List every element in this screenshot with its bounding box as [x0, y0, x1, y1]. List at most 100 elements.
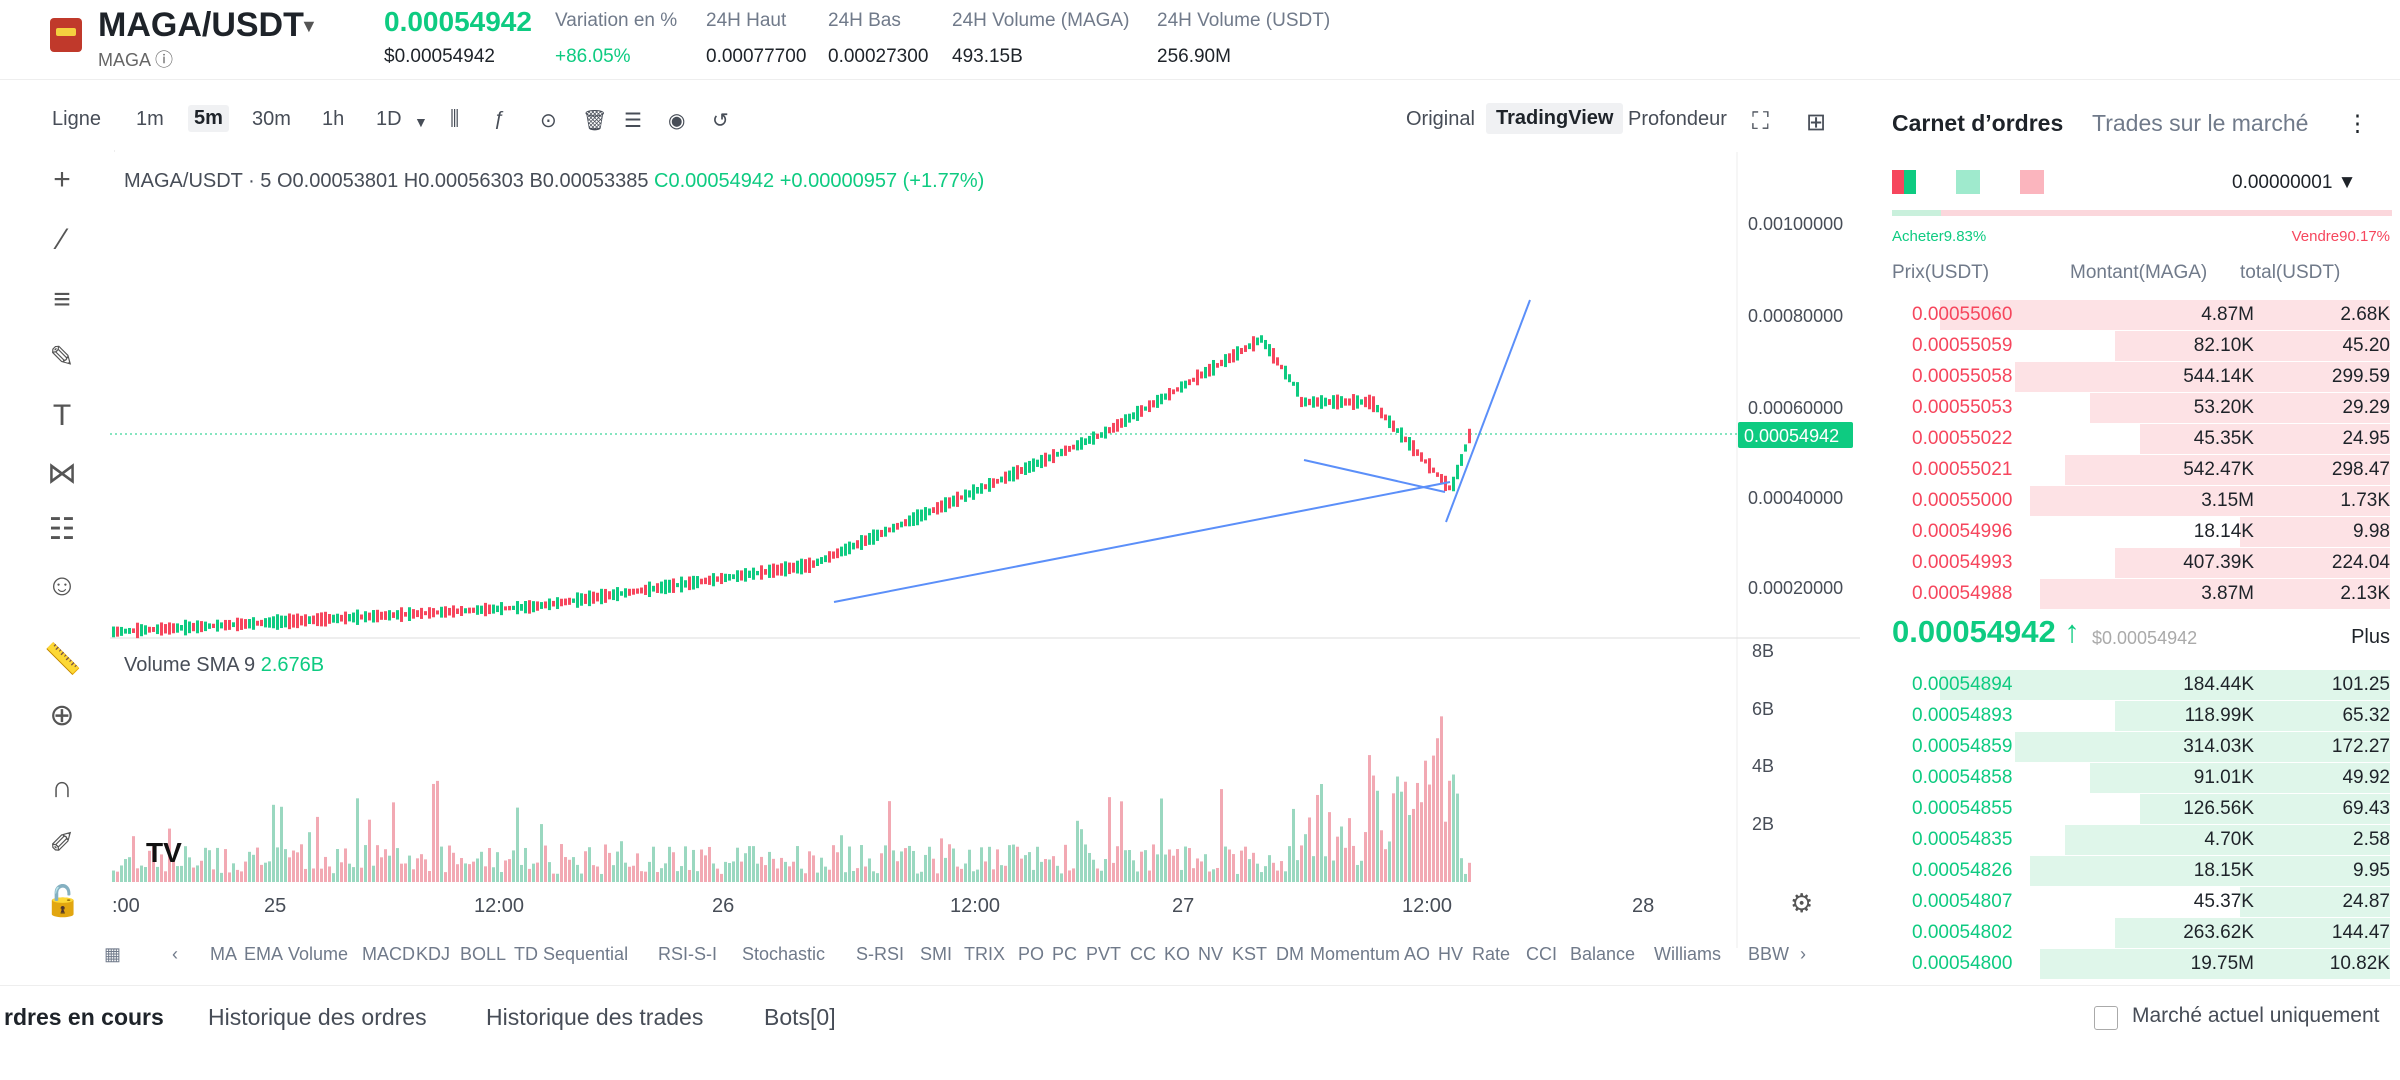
trendline-icon[interactable]: ⁄ [59, 223, 65, 256]
indicator-9[interactable]: S-RSI [856, 944, 905, 964]
current-market-checkbox[interactable] [2094, 1006, 2118, 1030]
view-tradingview[interactable]: TradingView [1486, 103, 1624, 134]
bid-row[interactable]: 0.00054835 4.70K 2.58 [1890, 825, 2390, 855]
chevron-right-icon[interactable]: › [1800, 944, 1806, 964]
unlock-icon[interactable]: 🔓 [44, 885, 82, 918]
ask-row[interactable]: 0.00054988 3.87M 2.13K [1890, 579, 2390, 609]
indicators-icon[interactable]: ƒ [494, 108, 506, 130]
ask-row[interactable]: 0.00055000 3.15M 1.73K [1890, 486, 2390, 516]
ask-row[interactable]: 0.00055053 53.20K 29.29 [1890, 393, 2390, 423]
tab-order-history[interactable]: Historique des ordres [208, 1004, 427, 1030]
fib-icon[interactable]: ☷ [48, 513, 76, 546]
settings-icon[interactable]: ⊙ [540, 110, 557, 132]
indicator-19[interactable]: DM [1276, 944, 1304, 964]
ruler-icon[interactable]: 📏 [44, 643, 82, 676]
ask-row[interactable]: 0.00055058 544.14K 299.59 [1890, 362, 2390, 392]
interval-5m[interactable]: 5m [188, 105, 229, 132]
pair-title[interactable]: MAGA/USDT [98, 6, 304, 44]
delete-icon[interactable]: 🗑 [582, 110, 608, 132]
indicator-21[interactable]: AO [1404, 944, 1431, 964]
tab-market-trades[interactable]: Trades sur le marché [2092, 110, 2309, 136]
bid-row[interactable]: 0.00054855 126.56K 69.43 [1890, 794, 2390, 824]
more-vertical-icon[interactable]: ⋮ [2346, 110, 2369, 136]
view-original[interactable]: Original [1406, 108, 1475, 130]
candle [1044, 452, 1047, 467]
indicator-6[interactable]: TD Sequential [514, 944, 629, 964]
chart-type-line[interactable]: Ligne [52, 108, 101, 130]
indicator-22[interactable]: HV [1438, 944, 1464, 964]
tab-trade-history[interactable]: Historique des trades [486, 1004, 704, 1030]
emoji-icon[interactable]: ☺ [46, 569, 78, 602]
pattern-icon[interactable]: ⋈ [47, 457, 77, 490]
indicator-14[interactable]: PVT [1086, 944, 1122, 964]
bids-only-icon[interactable] [1956, 170, 1980, 194]
tab-open-orders[interactable]: rdres en cours [4, 1004, 164, 1030]
indicator-18[interactable]: KST [1232, 944, 1268, 964]
camera-icon[interactable]: ◉ [668, 110, 686, 132]
indicator-25[interactable]: Balance [1570, 944, 1636, 964]
indicator-23[interactable]: Rate [1472, 944, 1511, 964]
interval-1m[interactable]: 1m [136, 108, 164, 130]
bid-row[interactable]: 0.00054807 45.37K 24.87 [1890, 887, 2390, 917]
bid-row[interactable]: 0.00054858 91.01K 49.92 [1890, 763, 2390, 793]
list-icon[interactable]: ☰ [624, 110, 642, 132]
magnet-icon[interactable]: ∩ [51, 771, 73, 804]
indicator-2[interactable]: Volume [288, 944, 349, 964]
calendar-icon[interactable]: ▦ [104, 944, 122, 964]
candles-icon[interactable]: ⫼ [450, 108, 460, 130]
ask-row[interactable]: 0.00055021 542.47K 298.47 [1890, 455, 2390, 485]
indicator-26[interactable]: Williams [1654, 944, 1721, 964]
bid-row[interactable]: 0.00054800 19.75M 10.82K [1890, 949, 2390, 979]
precision-select[interactable]: 0.00000001 ▼ [2232, 172, 2357, 193]
bid-row[interactable]: 0.00054859 314.03K 172.27 [1890, 732, 2390, 762]
ask-row[interactable]: 0.00054993 407.39K 224.04 [1890, 548, 2390, 578]
fullscreen-icon[interactable]: ⛶ [1752, 108, 1769, 135]
more-link[interactable]: Plus [2351, 626, 2390, 648]
chevron-left-icon[interactable]: ‹ [172, 944, 178, 964]
bid-row[interactable]: 0.00054893 118.99K 65.32 [1890, 701, 2390, 731]
ask-row[interactable]: 0.00054996 18.14K 9.98 [1890, 517, 2390, 547]
indicator-5[interactable]: BOLL [460, 944, 507, 964]
ask-row[interactable]: 0.00055022 45.35K 24.95 [1890, 424, 2390, 454]
indicator-1[interactable]: EMA [244, 944, 284, 964]
indicator-7[interactable]: RSI-S-I [658, 944, 718, 964]
ask-row[interactable]: 0.00055060 4.87M 2.68K [1890, 300, 2390, 330]
interval-1h[interactable]: 1h [322, 108, 345, 130]
crosshair-icon[interactable]: + [53, 163, 71, 196]
indicator-24[interactable]: CCI [1526, 944, 1557, 964]
indicator-4[interactable]: KDJ [416, 944, 451, 964]
bid-row[interactable]: 0.00054802 263.62K 144.47 [1890, 918, 2390, 948]
tab-bots[interactable]: Bots[0] [764, 1004, 836, 1030]
indicator-15[interactable]: CC [1130, 944, 1156, 964]
text-icon[interactable]: T [52, 399, 72, 432]
layout-icon[interactable]: ⊞ [1806, 109, 1827, 136]
reset-icon[interactable]: ↺ [712, 110, 729, 132]
brush-icon[interactable]: ✎ [49, 341, 75, 374]
ask-row[interactable]: 0.00055059 82.10K 45.20 [1890, 331, 2390, 361]
indicator-20[interactable]: Momentum [1310, 944, 1401, 964]
indicator-3[interactable]: MACD [362, 944, 415, 964]
both-sides-icon[interactable] [1892, 170, 1916, 194]
indicator-12[interactable]: PO [1018, 944, 1045, 964]
asks-only-icon[interactable] [2020, 170, 2044, 194]
bid-row[interactable]: 0.00054894 184.44K 101.25 [1890, 670, 2390, 700]
price-chart[interactable]: 0.00100000 0.00080000 0.00060000 0.00040000… [110, 152, 1860, 948]
chevron-down-icon[interactable]: ▼ [300, 16, 318, 36]
caret-down-icon[interactable]: ▼ [414, 114, 428, 130]
indicator-10[interactable]: SMI [920, 944, 953, 964]
indicator-0[interactable]: MA [210, 944, 237, 964]
indicator-17[interactable]: NV [1198, 944, 1224, 964]
interval-30m[interactable]: 30m [252, 108, 291, 130]
indicator-16[interactable]: KO [1164, 944, 1191, 964]
indicator-27[interactable]: BBW [1748, 944, 1790, 964]
indicator-8[interactable]: Stochastic [742, 944, 826, 964]
view-depth[interactable]: Profondeur [1628, 108, 1727, 130]
zoom-in-icon[interactable]: ⊕ [49, 699, 75, 732]
indicator-13[interactable]: PC [1052, 944, 1078, 964]
interval-1d[interactable]: 1D [376, 108, 402, 130]
indicator-11[interactable]: TRIX [964, 944, 1006, 964]
horizontal-lines-icon[interactable]: ≡ [53, 283, 71, 316]
tab-orderbook[interactable]: Carnet d’ordres [1892, 110, 2064, 136]
lock-drawing-icon[interactable]: ✐ [49, 827, 75, 860]
bid-row[interactable]: 0.00054826 18.15K 9.95 [1890, 856, 2390, 886]
